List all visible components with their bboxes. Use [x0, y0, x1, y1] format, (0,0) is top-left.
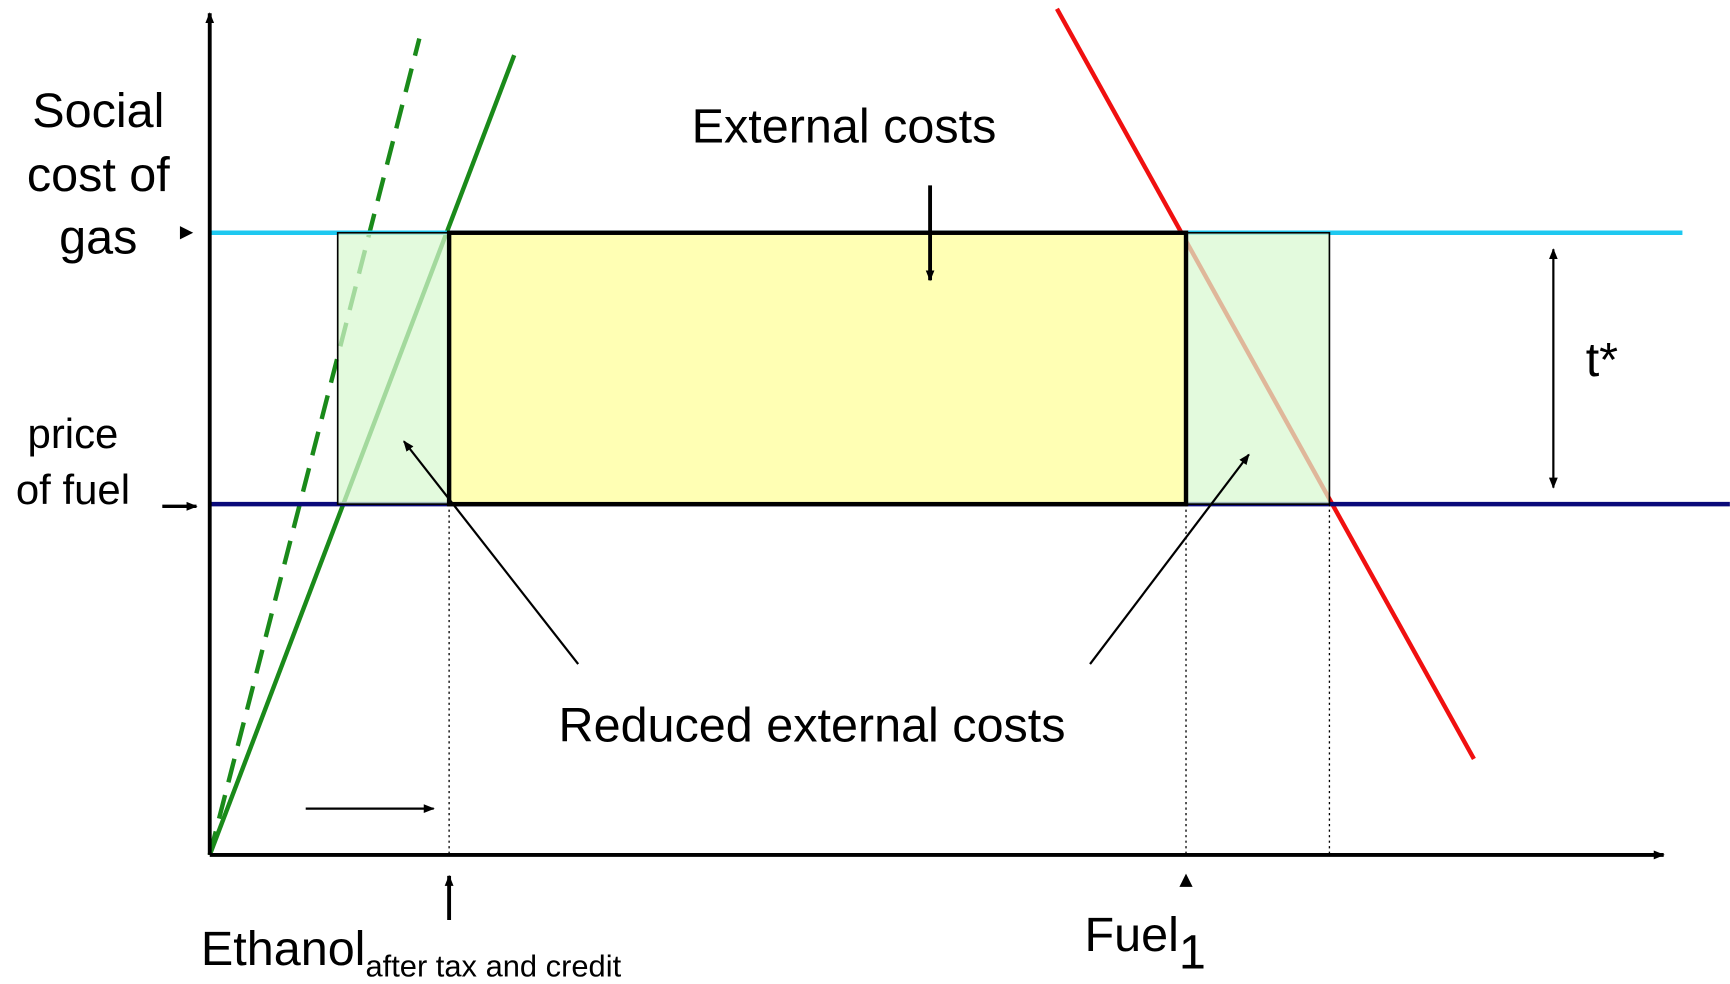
fuel-pointer — [1179, 873, 1193, 887]
label-line: cost of — [27, 148, 170, 202]
reduced-arrow-right — [1089, 453, 1250, 665]
reduced-area-right — [1185, 231, 1331, 505]
reduced-arrow-left — [403, 440, 580, 665]
fuel-sub: 1 — [1179, 926, 1206, 980]
fuel-main: Fuel — [1085, 908, 1179, 962]
ethanol-sub: after tax and credit — [365, 948, 621, 983]
tax-label: t* — [1586, 333, 1618, 387]
ethanol-main: Ethanol — [201, 922, 366, 976]
social-pointer — [179, 226, 194, 240]
ethanol-label: Ethanolafter tax and credit — [201, 922, 622, 983]
ethanol-supply-dashed — [207, 38, 422, 856]
label-line: price — [28, 410, 119, 457]
label-line: Social — [32, 84, 164, 138]
price-label: price of fuel — [16, 410, 130, 513]
reduced-costs-label: Reduced external costs — [559, 698, 1066, 752]
social-cost-label: Social cost of gas — [27, 84, 170, 265]
external-costs-label: External costs — [692, 99, 997, 153]
label-line: gas — [59, 211, 137, 265]
label-line: of fuel — [16, 466, 130, 513]
fuel-label: Fuel1 — [1085, 908, 1206, 980]
reduced-area-left — [336, 231, 450, 505]
guides — [448, 504, 1331, 855]
external-cost-area — [446, 230, 1189, 507]
